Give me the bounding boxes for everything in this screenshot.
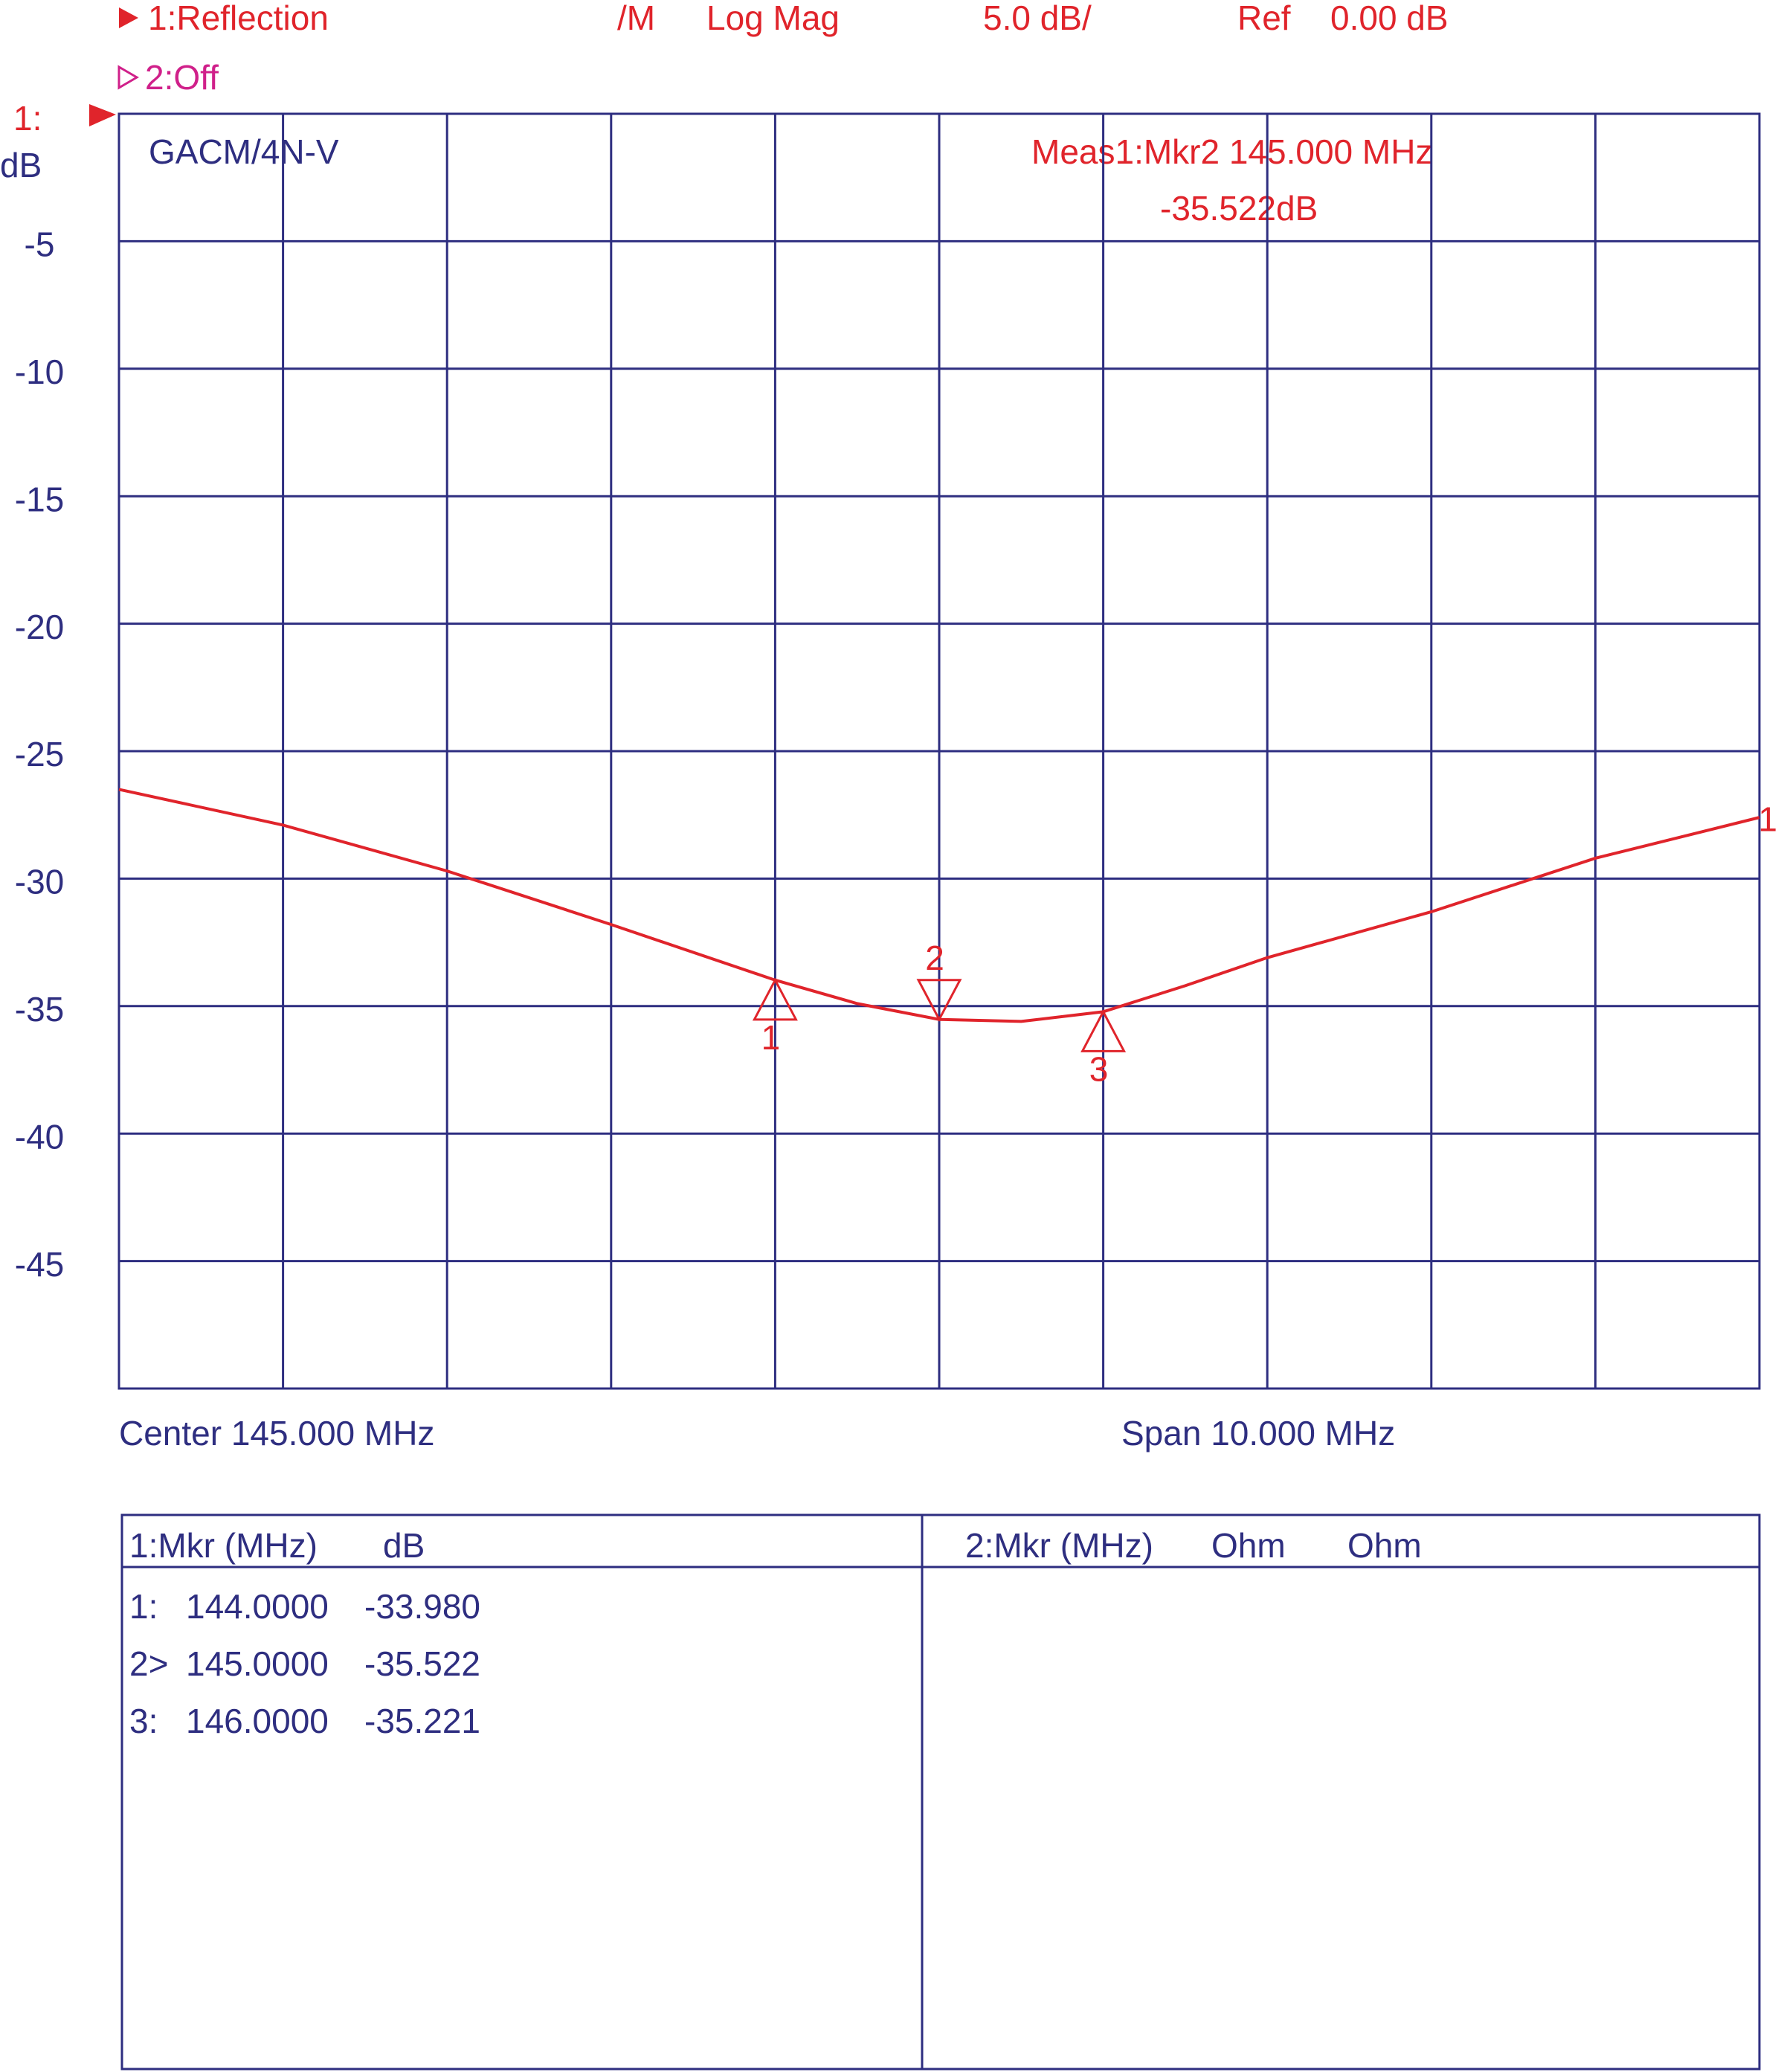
marker-label: 1: [761, 1018, 781, 1057]
y-tick-label: -25: [15, 735, 64, 773]
scale: 5.0 dB/: [983, 0, 1092, 37]
trace-label: 1:Reflection: [148, 0, 329, 37]
table-header: Ohm: [1347, 1526, 1422, 1565]
y-tick-label: -10: [15, 353, 64, 391]
table-header: dB: [383, 1526, 425, 1565]
trace-end-label: 1: [1758, 799, 1777, 838]
trace-label: 2:Off: [145, 58, 219, 97]
table-value: -33.980: [364, 1587, 480, 1626]
marker: [752, 977, 798, 1021]
marker-label: 3: [1089, 1050, 1109, 1089]
table-frequency: 145.0000: [186, 1644, 329, 1683]
marker-table: [120, 1513, 1761, 2071]
table-value: -35.221: [364, 1702, 480, 1740]
y-tick-label: -5: [25, 225, 55, 264]
table-value: -35.522: [364, 1644, 480, 1683]
x-axis-label: Span 10.000 MHz: [1121, 1414, 1395, 1452]
format: Log Mag: [706, 0, 840, 37]
table-header: 2:Mkr (MHz): [965, 1526, 1153, 1565]
table-header: 1:Mkr (MHz): [129, 1526, 318, 1565]
x-axis-label: Center 145.000 MHz: [119, 1414, 434, 1452]
y-axis-label: dB: [0, 146, 42, 184]
trace-line: [118, 788, 1760, 1023]
table-row-label: 2>: [129, 1644, 168, 1683]
y-tick-label: -40: [15, 1117, 64, 1156]
table-frequency: 146.0000: [186, 1702, 329, 1740]
ref-value: 0.00 dB: [1330, 0, 1449, 37]
trace-marker: [119, 7, 138, 28]
table-header: Ohm: [1211, 1526, 1286, 1565]
y-tick-label: -15: [15, 480, 64, 518]
table-frequency: 144.0000: [186, 1587, 329, 1626]
format-prefix: /M: [617, 0, 655, 37]
ref-label: Ref: [1237, 0, 1291, 37]
annotation: -35.522dB: [1160, 189, 1318, 228]
marker-label: 2: [925, 939, 944, 977]
y-tick-label: -45: [15, 1245, 64, 1284]
trace-marker: [117, 65, 139, 90]
y-tick-label: -35: [15, 990, 64, 1029]
y-axis-label: 1:: [13, 99, 42, 138]
table-row-label: 1:: [129, 1587, 158, 1626]
ref-pointer: [89, 104, 116, 126]
annotation: Meas1:Mkr2 145.000 MHz: [1031, 132, 1432, 171]
table-row-label: 3:: [129, 1702, 158, 1740]
marker: [916, 979, 962, 1022]
chart-title: GACM/4N-V: [149, 132, 339, 171]
y-tick-label: -30: [15, 863, 64, 901]
marker: [1080, 1009, 1127, 1052]
y-tick-label: -20: [15, 608, 64, 646]
